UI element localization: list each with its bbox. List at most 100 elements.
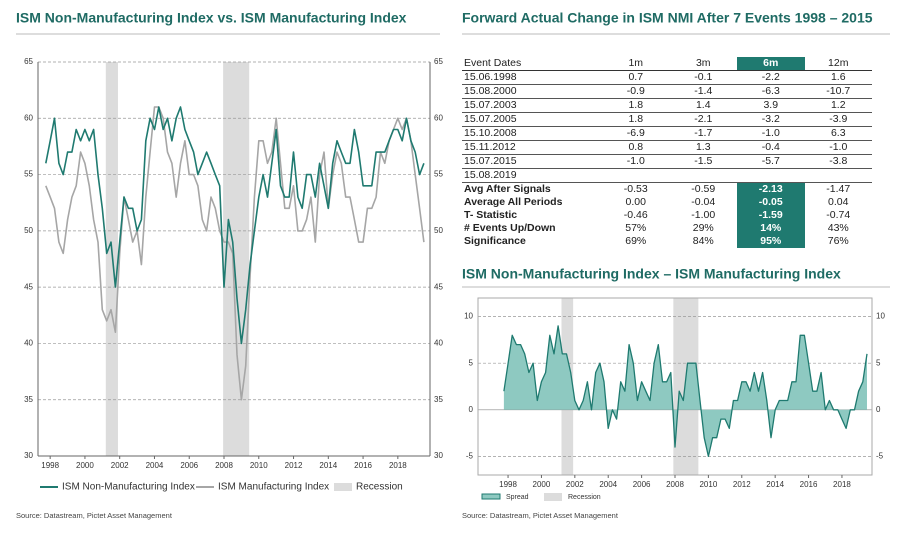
y-tick-label: 35 [24, 395, 33, 404]
y-tick-label: 30 [24, 451, 33, 460]
y-tick-label: 50 [24, 226, 33, 235]
table-row: 15.08.2019 [462, 168, 872, 183]
chart-title: ISM Non-Manufacturing Index – ISM Manufa… [462, 266, 841, 282]
table-row: 15.07.2015 -1.0 -1.5 -5.7 -3.8 [462, 154, 872, 169]
y-tick-label: -5 [466, 451, 474, 460]
table-cell: 3m [669, 57, 737, 71]
table-cell: Avg After Signals [462, 182, 602, 196]
table-cell: 15.11.2012 [462, 140, 602, 155]
y-tick-label-right: 55 [434, 170, 443, 179]
x-tick-label: 2000 [533, 480, 551, 489]
table-cell: 15.06.1998 [462, 70, 602, 85]
table-cell: -0.9 [602, 84, 670, 99]
legend-label: ISM Non-Manufacturing Index [62, 482, 195, 493]
x-tick-label: 2012 [285, 461, 303, 470]
table-cell: 1.6 [804, 70, 872, 85]
legend-label: Recession [356, 482, 403, 493]
y-tick-label-right: -5 [876, 451, 884, 460]
y-tick-label-right: 35 [434, 395, 443, 404]
table-cell: 69% [625, 235, 647, 247]
x-tick-label: 2004 [599, 480, 617, 489]
table-cell: -0.53 [602, 182, 670, 196]
table-cell: Average All Periods [464, 196, 563, 208]
table-cell: 0.04 [828, 196, 849, 208]
y-tick-label-right: 0 [876, 405, 881, 414]
table-cell: 57% [625, 222, 647, 234]
empty-cell [804, 168, 872, 183]
y-tick-label-right: 60 [434, 113, 443, 122]
table-row: 15.08.2000 -0.9 -1.4 -6.3 -10.7 [462, 84, 872, 99]
table-row: Average All Periods 0.00 -0.04 -0.05 0.04 [462, 196, 872, 209]
table-cell: -1.00 [691, 209, 716, 221]
table-title: Forward Actual Change in ISM NMI After 7… [462, 10, 873, 26]
table-cell: -0.1 [669, 70, 737, 85]
x-tick-label: 2006 [633, 480, 651, 489]
series-line [45, 106, 425, 345]
y-tick-label-right: 45 [434, 282, 443, 291]
table-cell: # Events Up/Down [464, 222, 556, 234]
x-tick-label: 2014 [319, 461, 337, 470]
table-cell: 6m [737, 57, 805, 71]
table-cell: 15.07.2003 [462, 98, 602, 113]
x-tick-label: 2018 [389, 461, 407, 470]
table-cell: -3.2 [737, 112, 805, 127]
table-cell: -3.8 [804, 154, 872, 169]
table-cell: 6.3 [804, 126, 872, 141]
table-cell: -0.04 [691, 196, 716, 208]
empty-cell [602, 168, 670, 183]
table-cell: -6.9 [602, 126, 670, 141]
legend-swatch [334, 483, 352, 491]
table-cell: 15.08.2019 [462, 168, 602, 183]
x-tick-label: 1998 [41, 461, 59, 470]
x-tick-label: 2006 [180, 461, 198, 470]
table-row: 15.11.2012 0.8 1.3 -0.4 -1.0 [462, 140, 872, 155]
table-cell: 15.07.2005 [462, 112, 602, 127]
recession-band [223, 62, 250, 456]
table-cell: -1.4 [669, 84, 737, 99]
table-cell: 1.8 [602, 98, 670, 113]
table-cell: 0.00 [625, 196, 646, 208]
x-tick-label: 2008 [666, 480, 684, 489]
table-cell: 1.4 [669, 98, 737, 113]
x-tick-label: 1998 [499, 480, 517, 489]
empty-cell [669, 168, 737, 183]
table-row: Avg After Signals -0.53 -0.59 -2.13 -1.47 [462, 182, 872, 196]
y-tick-label: 55 [24, 170, 33, 179]
series-line [503, 325, 868, 458]
table-cell: -0.59 [669, 182, 737, 196]
y-tick-label: 0 [469, 405, 474, 414]
x-tick-label: 2002 [111, 461, 129, 470]
y-tick-label-right: 50 [434, 226, 443, 235]
table-cell: -1.47 [804, 182, 872, 196]
table-cell: 1m [602, 57, 670, 71]
y-tick-label: 45 [24, 282, 33, 291]
y-tick-label: 40 [24, 339, 33, 348]
y-tick-label-right: 10 [876, 312, 885, 321]
table-cell: -1.59 [737, 209, 805, 222]
y-tick-label-right: 30 [434, 451, 443, 460]
x-tick-label: 2016 [354, 461, 372, 470]
legend-label: Recession [568, 494, 601, 501]
table-cell: 15.10.2008 [462, 126, 602, 141]
x-tick-label: 2018 [833, 480, 851, 489]
table-cell: 14% [737, 222, 805, 235]
table-cell: 84% [692, 235, 714, 247]
table-cell: 43% [827, 222, 849, 234]
table-cell: -0.46 [623, 209, 648, 221]
stats-table: Event Dates 1m 3m 6m 12m 15.06.1998 0.7 -0.1 -2.… [462, 57, 872, 248]
y-tick-label-right: 40 [434, 339, 443, 348]
table-cell: -0.74 [826, 209, 851, 221]
y-tick-label: 10 [464, 312, 473, 321]
legend-label: ISM Manufacturing Index [218, 482, 329, 493]
empty-cell [737, 168, 805, 183]
x-tick-label: 2016 [800, 480, 818, 489]
table-row: 15.07.2005 1.8 -2.1 -3.2 -3.9 [462, 112, 872, 127]
table-cell: Event Dates [462, 57, 602, 71]
table-cell: 1.2 [804, 98, 872, 113]
chart-title: ISM Non-Manufacturing Index vs. ISM Manu… [16, 10, 407, 26]
table-cell: -2.2 [737, 70, 805, 85]
table-cell: -1.0 [602, 154, 670, 169]
table-cell: 3.9 [737, 98, 805, 113]
table-row: 15.06.1998 0.7 -0.1 -2.2 1.6 [462, 70, 872, 85]
